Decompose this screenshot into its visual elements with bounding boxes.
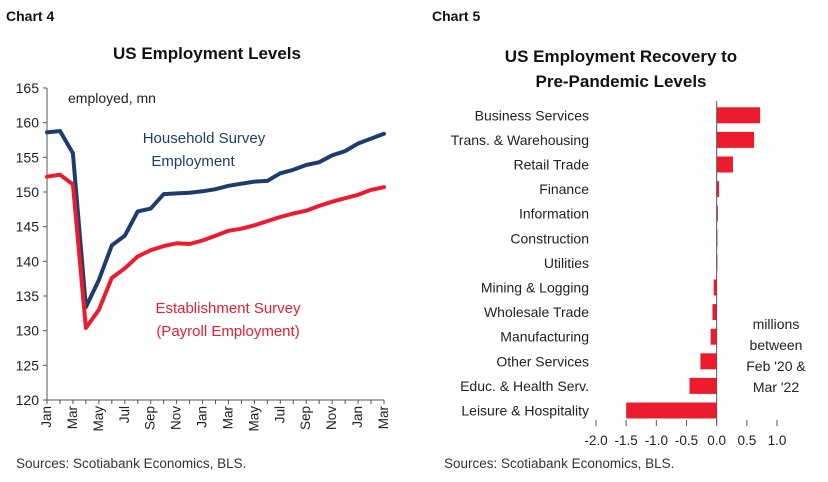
x-tick-label: -0.5 [675, 433, 698, 448]
bar [716, 131, 755, 148]
chart-4-title: US Employment Levels [112, 44, 301, 63]
y-tick-label: 155 [16, 149, 40, 165]
establishment-survey-line [45, 172, 386, 330]
bar [713, 279, 717, 296]
x-tick-label: Mar [376, 405, 391, 429]
category-label: Construction [510, 230, 589, 246]
x-tick-label: Jul [272, 406, 287, 423]
chart-4-panel: Chart 4 US Employment Levels 120 125 130 13… [6, 8, 391, 471]
units-annotation-line: Mar '22 [753, 379, 799, 395]
y-tick-label: 150 [16, 184, 40, 200]
category-label: Manufacturing [500, 329, 589, 345]
y-tick-label: 135 [16, 288, 40, 304]
category-label: Leisure & Hospitality [461, 403, 589, 419]
household-label-line-1: Household Survey [143, 130, 266, 147]
x-tick-label: Jan [39, 406, 54, 428]
category-label: Information [519, 206, 589, 222]
bar [700, 353, 717, 370]
y-tick-label: 125 [16, 357, 40, 373]
x-tick-label: May [246, 406, 261, 432]
x-tick-label: Mar [220, 405, 235, 429]
establishment-label-line-2: (Payroll Employment) [156, 323, 299, 340]
x-tick-label: 0.5 [737, 433, 756, 448]
chart-5-source: Sources: Scotiabank Economics, BLS. [444, 456, 675, 471]
bar [710, 328, 717, 345]
unit-label: employed, mn [68, 90, 156, 106]
category-label: Educ. & Health Serv. [460, 378, 589, 394]
bar [712, 304, 717, 321]
x-tick-label: Nov [324, 406, 339, 430]
bar [626, 402, 717, 419]
bar [716, 107, 761, 124]
category-label: Mining & Logging [481, 280, 589, 296]
x-tick-label: Jan [350, 406, 365, 428]
chart-4-source: Sources: Scotiabank Economics, BLS. [16, 456, 247, 471]
x-tick-label: -1.0 [645, 433, 668, 448]
x-tick-label: -2.0 [584, 433, 607, 448]
units-annotation-line: millions [753, 316, 800, 332]
employment-levels-chart: 120 125 130 135 140 145 150 155 160 165 Jan Mar May J… [16, 80, 391, 432]
x-tick-label: -1.5 [615, 433, 638, 448]
chart-5-label: Chart 5 [432, 8, 481, 24]
bar [716, 156, 733, 173]
y-tick-label: 120 [16, 392, 40, 408]
chart-5-title-line-2: Pre-Pandemic Levels [535, 72, 707, 91]
category-label: Utilities [544, 255, 589, 271]
x-tick-label: Nov [169, 406, 184, 430]
x-tick-label: Jan [195, 406, 210, 428]
y-tick-label: 145 [16, 219, 40, 235]
x-tick-label: May [91, 406, 106, 432]
y-tick-label: 165 [16, 80, 40, 96]
household-survey-line [45, 129, 386, 310]
bar [689, 377, 717, 394]
x-tick-label: Mar [65, 405, 80, 429]
x-tick-label: Sep [143, 406, 158, 430]
x-tick-label: 1.0 [768, 433, 787, 448]
category-label: Wholesale Trade [484, 304, 589, 320]
x-tick-label: Sep [298, 406, 313, 430]
y-tick-label: 140 [16, 253, 40, 269]
employment-recovery-chart: Business Services Trans. & Warehousing Ret… [451, 101, 806, 448]
household-label-line-2: Employment [151, 153, 235, 170]
chart-4-label: Chart 4 [6, 8, 55, 24]
y-tick-label: 130 [16, 323, 40, 339]
category-label: Finance [539, 181, 589, 197]
category-label: Other Services [496, 353, 589, 369]
establishment-label-line-1: Establishment Survey [155, 300, 301, 317]
units-annotation-line: between [750, 337, 803, 353]
chart-5-title-line-1: US Employment Recovery to [504, 47, 738, 66]
bar [716, 205, 718, 222]
chart-5-title: US Employment Recovery to Pre-Pandemic L… [414, 44, 828, 94]
x-tick-label: 0.0 [707, 433, 726, 448]
chart-5-panel: Chart 5 US Employment Recovery to Pre-Pa… [414, 0, 828, 482]
category-label: Business Services [475, 107, 589, 123]
category-label: Retail Trade [514, 157, 590, 173]
bar [716, 181, 720, 198]
units-annotation-line: Feb '20 & [746, 358, 806, 374]
y-tick-label: 160 [16, 115, 40, 131]
x-tick-label: Jul [117, 406, 132, 423]
category-label: Trans. & Warehousing [451, 132, 589, 148]
